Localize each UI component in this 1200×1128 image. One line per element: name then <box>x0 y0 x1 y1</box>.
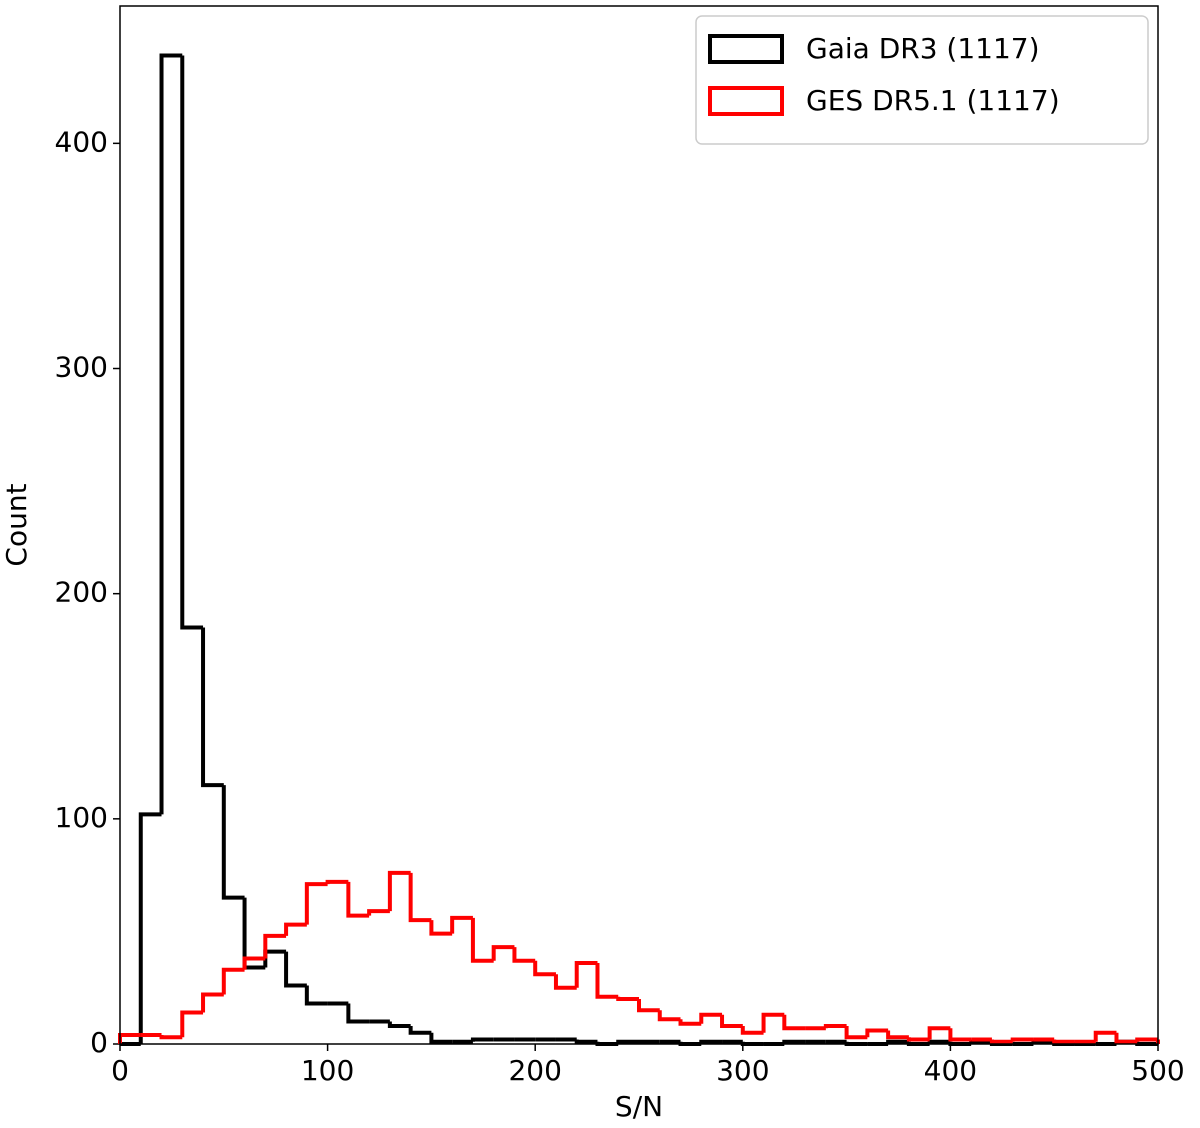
histogram-bin <box>720 1014 743 1028</box>
histogram-bin <box>927 1026 951 1040</box>
histogram-bin <box>637 998 660 1013</box>
histogram-bin <box>616 996 639 1001</box>
histogram-bin <box>346 1003 370 1024</box>
histogram-bin <box>429 920 453 936</box>
histogram-bin <box>1135 1037 1158 1042</box>
histogram-bin <box>906 1037 930 1042</box>
histogram-bin <box>387 870 411 912</box>
histogram-bin <box>284 922 307 936</box>
histogram-bin <box>574 1039 598 1044</box>
x-tick-label: 200 <box>508 1054 561 1087</box>
histogram-bin <box>304 985 328 1006</box>
histogram-bin <box>429 1032 453 1044</box>
plot-frame <box>119 5 1159 1045</box>
histogram-bin <box>553 974 577 990</box>
histogram-bin <box>221 785 245 900</box>
histogram-bin <box>823 1023 847 1029</box>
histogram-bin <box>574 960 598 988</box>
legend-label: Gaia DR3 (1117) <box>806 32 1040 65</box>
histogram-bin <box>450 915 473 934</box>
histogram-bin <box>595 962 619 999</box>
histogram-bin <box>740 1025 764 1035</box>
y-tick-label: 0 <box>90 1026 108 1059</box>
histogram-bin <box>367 909 390 916</box>
histogram-bin <box>408 872 432 923</box>
x-tick-label: 400 <box>924 1054 977 1087</box>
histogram-bin <box>470 917 494 963</box>
y-tick-label: 300 <box>55 351 108 384</box>
histogram-bin <box>678 1019 702 1026</box>
histogram-bin <box>1114 1032 1138 1044</box>
histogram-bin <box>408 1025 432 1035</box>
histogram-bin <box>699 1012 723 1024</box>
histogram-bin <box>201 627 224 788</box>
histogram-bin <box>304 882 328 925</box>
histogram-bin <box>180 55 204 630</box>
histogram-bin <box>180 1010 204 1038</box>
histogram-bin <box>346 881 370 918</box>
histogram-bin <box>325 879 349 885</box>
x-tick-label: 0 <box>111 1054 129 1087</box>
histogram-bin <box>761 1012 785 1033</box>
histogram-bin <box>865 1028 889 1038</box>
legend-box <box>695 15 1149 145</box>
x-tick-label: 500 <box>1131 1054 1184 1087</box>
legend-swatch <box>708 34 784 64</box>
histogram-bin <box>159 53 183 815</box>
histogram-bin <box>263 933 287 959</box>
histogram-bin <box>1093 1030 1117 1042</box>
histogram-bin <box>263 949 287 968</box>
y-tick-label: 400 <box>55 125 108 158</box>
y-tick-label: 100 <box>55 801 108 834</box>
legend-swatch <box>708 86 784 116</box>
histogram-bin <box>242 956 266 970</box>
y-axis-label: Count <box>0 483 33 566</box>
histogram-bin <box>1052 1039 1075 1044</box>
histogram-bin <box>221 967 245 995</box>
histogram-bin <box>138 812 162 1044</box>
histogram-bin <box>470 1037 494 1042</box>
histogram-bin <box>533 960 556 977</box>
histogram-bin <box>201 992 224 1013</box>
x-tick-label: 100 <box>301 1054 354 1087</box>
histogram-bin <box>657 1010 681 1022</box>
histogram-bin <box>284 951 307 988</box>
x-axis-label: S/N <box>615 1090 663 1123</box>
histogram-bin <box>782 1014 806 1031</box>
y-tick-label: 200 <box>55 576 108 609</box>
histogram-bin <box>1010 1037 1034 1042</box>
histogram-bin <box>159 1034 183 1040</box>
histogram-bin <box>989 1039 1013 1044</box>
histogram-bin <box>948 1028 972 1042</box>
histogram-bin <box>387 1021 411 1028</box>
histogram-bin <box>844 1025 868 1040</box>
histogram-bin <box>886 1030 909 1040</box>
histogram-bin <box>512 947 536 963</box>
legend-label: GES DR5.1 (1117) <box>806 84 1060 117</box>
x-tick-label: 300 <box>716 1054 769 1087</box>
histogram-bin <box>491 945 515 961</box>
